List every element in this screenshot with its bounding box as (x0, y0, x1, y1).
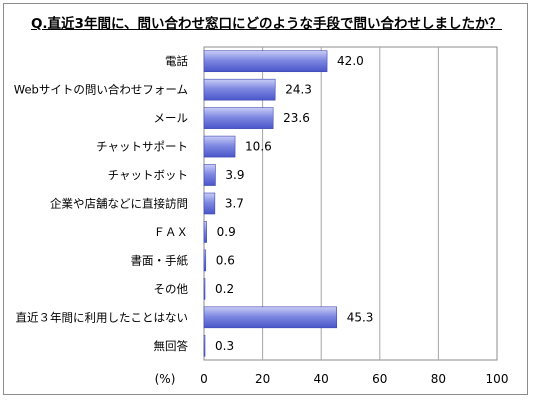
category-label-1: Webサイトの問い合わせフォーム (14, 83, 188, 97)
value-label-0: 42.0 (337, 54, 364, 68)
value-label-1: 24.3 (285, 83, 312, 97)
bar-7 (203, 249, 207, 272)
category-label-6: ＦＡＸ (154, 225, 189, 239)
category-label-2: メール (154, 111, 189, 125)
x-tick-label-20: 20 (255, 372, 270, 386)
category-label-9: 直近３年間に利用したことはない (16, 310, 189, 324)
bar-10 (203, 334, 206, 357)
value-label-8: 0.2 (215, 282, 234, 296)
value-label-5: 3.7 (225, 197, 244, 211)
bars (203, 50, 338, 357)
bar-2 (203, 107, 274, 129)
bar-5 (203, 192, 216, 215)
x-axis-unit-label: (%) (155, 372, 176, 386)
bar-8 (203, 278, 206, 300)
category-label-8: その他 (154, 282, 189, 296)
x-tick-label-80: 80 (431, 372, 446, 386)
bar-9 (203, 306, 338, 329)
category-label-10: 無回答 (154, 339, 189, 353)
category-label-7: 書面・手紙 (131, 253, 189, 267)
bar-6 (203, 221, 207, 243)
bar-1 (203, 78, 276, 101)
labels: 0 20 40 60 80 100 (%) 電話 42.0 Webサイトの問い合わせフォーム 24.… (14, 54, 509, 386)
value-label-3: 10.6 (245, 140, 272, 154)
value-label-4: 3.9 (225, 168, 244, 182)
category-label-4: チャットボット (108, 168, 188, 182)
x-tick-label-100: 100 (486, 372, 509, 386)
x-tick-label-40: 40 (314, 372, 329, 386)
value-label-6: 0.9 (217, 225, 236, 239)
category-label-5: 企業や店舗などに直接訪問 (50, 197, 188, 211)
value-label-9: 45.3 (347, 310, 374, 324)
bar-3 (203, 135, 236, 158)
x-tick-label-60: 60 (372, 372, 387, 386)
bar-0 (203, 50, 328, 73)
chart-title: Q.直近3年間に、問い合わせ窓口にどのような手段で問い合わせしましたか？ (30, 16, 503, 32)
category-label-3: チャットサポート (96, 140, 188, 154)
x-tick-label-0: 0 (200, 372, 208, 386)
bar-4 (203, 164, 216, 186)
value-label-10: 0.3 (215, 339, 234, 353)
value-label-7: 0.6 (216, 253, 235, 267)
category-label-0: 電話 (165, 54, 188, 68)
value-label-2: 23.6 (283, 111, 310, 125)
